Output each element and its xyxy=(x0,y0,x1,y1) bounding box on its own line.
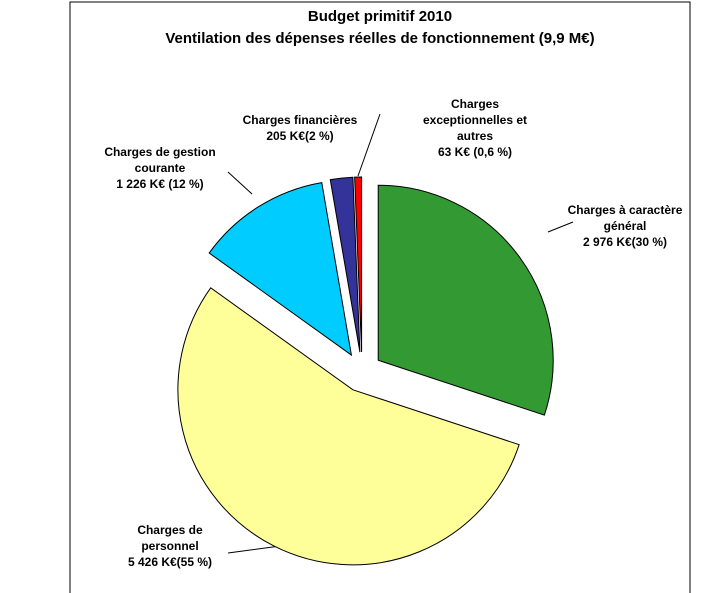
pie-slice xyxy=(177,287,520,566)
pie-slice xyxy=(329,176,361,353)
data-label-name: Charges financières xyxy=(242,113,358,127)
chart-subtitle: Ventilation des dépenses réelles de fonc… xyxy=(165,30,595,47)
data-label-name: Charges de gestion courante xyxy=(104,145,216,175)
data-label-value: 5 426 K€(55 %) xyxy=(127,555,213,569)
pie-slice xyxy=(377,184,554,416)
leader-line xyxy=(357,113,381,177)
chart-title: Budget primitif 2010 xyxy=(307,8,453,25)
data-label-value: 63 K€ (0,6 %) xyxy=(437,145,513,159)
leader-line xyxy=(227,171,253,195)
data-label: Charges de personnel 5 426 K€(55 %) xyxy=(110,522,230,570)
pie-slice xyxy=(208,181,353,357)
data-label-name: Charges de personnel xyxy=(137,523,203,553)
data-label-name: Charges à caractère général xyxy=(567,203,683,233)
data-label: Charges à caractère général 2 976 K€(30 %… xyxy=(565,202,685,250)
data-label: Charges de gestion courante 1 226 K€ (12 … xyxy=(90,144,230,192)
pie-slice xyxy=(354,176,363,353)
data-label: Charges exceptionnelles et autres 63 K€ (… xyxy=(420,96,530,160)
leader-line xyxy=(547,221,574,233)
data-label-value: 1 226 K€ (12 %) xyxy=(116,177,204,191)
data-label-value: 205 K€(2 %) xyxy=(266,129,334,143)
chart-frame xyxy=(69,1,691,593)
data-label-name: Charges exceptionnelles et autres xyxy=(422,97,528,143)
data-label: Charges financières 205 K€(2 %) xyxy=(230,112,370,144)
data-label-value: 2 976 K€(30 %) xyxy=(582,235,668,249)
